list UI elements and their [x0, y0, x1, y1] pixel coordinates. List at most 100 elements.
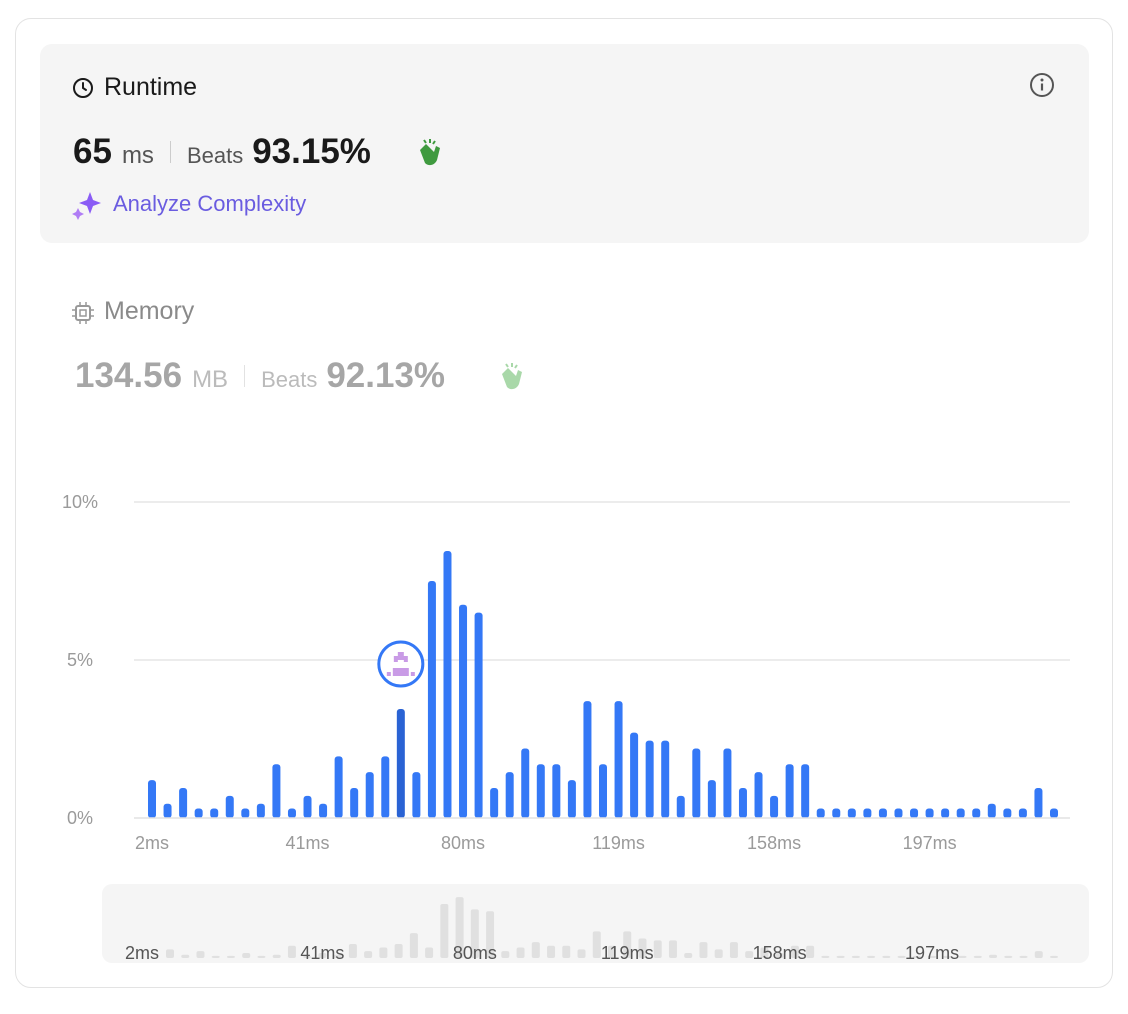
bar [894, 808, 903, 818]
result-card [15, 18, 1113, 988]
bar [770, 795, 779, 818]
bar [567, 780, 576, 818]
minimap-bar [379, 947, 388, 958]
bar [941, 808, 950, 818]
divider [244, 365, 246, 387]
bar [630, 732, 639, 818]
bar [847, 808, 856, 818]
x-tick-label: 197ms [903, 833, 957, 853]
bar [910, 808, 919, 818]
bar [956, 808, 965, 818]
bar [334, 756, 343, 818]
bar [599, 764, 607, 818]
minimap-bar [257, 955, 266, 958]
minimap-tick-label: 2ms [125, 943, 159, 963]
memory-title[interactable]: Memory [104, 297, 195, 325]
bar [754, 772, 763, 818]
bar [521, 748, 530, 818]
minimap-bar [242, 952, 251, 958]
minimap-tick-label: 158ms [753, 943, 807, 963]
clap-icon [502, 363, 522, 390]
avatar-ring [377, 640, 425, 688]
bar [179, 787, 188, 818]
bar [474, 612, 483, 818]
minimap-bar [272, 954, 281, 958]
bar [801, 764, 810, 818]
bar [1003, 808, 1012, 818]
beats-label: Beats [186, 143, 244, 168]
minimap-bar [287, 945, 296, 958]
bar [194, 808, 203, 818]
analyze-complexity-link[interactable]: Analyze Complexity [113, 191, 307, 216]
minimap-bar [166, 949, 174, 958]
minimap-bar [760, 947, 769, 958]
bar [225, 795, 234, 818]
bar [661, 740, 670, 818]
y-tick-label: 0% [67, 808, 93, 828]
minimap-bar [486, 911, 495, 958]
minimap-bar [851, 955, 860, 958]
bar [396, 708, 405, 818]
minimap-bar [470, 909, 479, 958]
bar [536, 764, 545, 818]
x-tick-label: 2ms [135, 833, 169, 853]
minimap-bar [806, 945, 815, 958]
minimap-bar [348, 943, 357, 958]
bar [987, 803, 996, 818]
minimap-bar [745, 951, 754, 958]
bar [1018, 808, 1027, 818]
minimap-bar [1050, 955, 1058, 958]
bar [287, 808, 296, 818]
bar [1034, 787, 1043, 818]
minimap-bar [303, 955, 312, 958]
runtime-title: Runtime [104, 73, 198, 101]
minimap[interactable] [102, 884, 1089, 963]
x-tick-label: 119ms [592, 833, 645, 853]
bar [443, 550, 452, 818]
clock-icon [73, 78, 93, 98]
bar [816, 808, 825, 818]
minimap-bar [973, 955, 982, 958]
minimap-bar [394, 943, 403, 958]
minimap-bar [836, 955, 845, 958]
minimap-bar [562, 945, 571, 958]
minimap-bar [608, 945, 616, 958]
user-avatar-marker [377, 640, 425, 688]
minimap-bar [440, 904, 449, 958]
bar [925, 808, 934, 818]
minimap-bar [501, 951, 510, 958]
minimap-bar [547, 945, 556, 958]
minimap-bar [943, 955, 952, 958]
minimap-bar [181, 954, 190, 958]
minimap-bar [516, 947, 525, 958]
chip-icon [72, 302, 94, 324]
clap-icon [420, 139, 440, 166]
bar [459, 604, 468, 818]
minimap-bar [425, 947, 434, 958]
info-icon[interactable] [1028, 71, 1056, 99]
bar [785, 764, 794, 818]
minimap-bar [577, 949, 586, 958]
minimap-bar [318, 952, 327, 958]
bar [583, 701, 592, 818]
runtime-panel[interactable] [40, 44, 1089, 243]
bar [319, 803, 328, 818]
bar [256, 803, 265, 818]
bar [412, 772, 421, 818]
bar [645, 740, 654, 818]
x-tick-label: 80ms [441, 833, 485, 853]
minimap-bar [897, 955, 906, 958]
bar [272, 764, 281, 818]
minimap-bar [684, 952, 693, 958]
minimap-bar [729, 942, 738, 958]
minimap-tick-label: 197ms [905, 943, 959, 963]
minimap-bar [226, 955, 235, 958]
avatar-icon [386, 651, 415, 676]
runtime-value: 65 [73, 132, 112, 171]
minimap-bar [409, 933, 418, 958]
bar [1050, 808, 1058, 818]
minimap-bar [333, 954, 342, 958]
bar [692, 748, 701, 818]
